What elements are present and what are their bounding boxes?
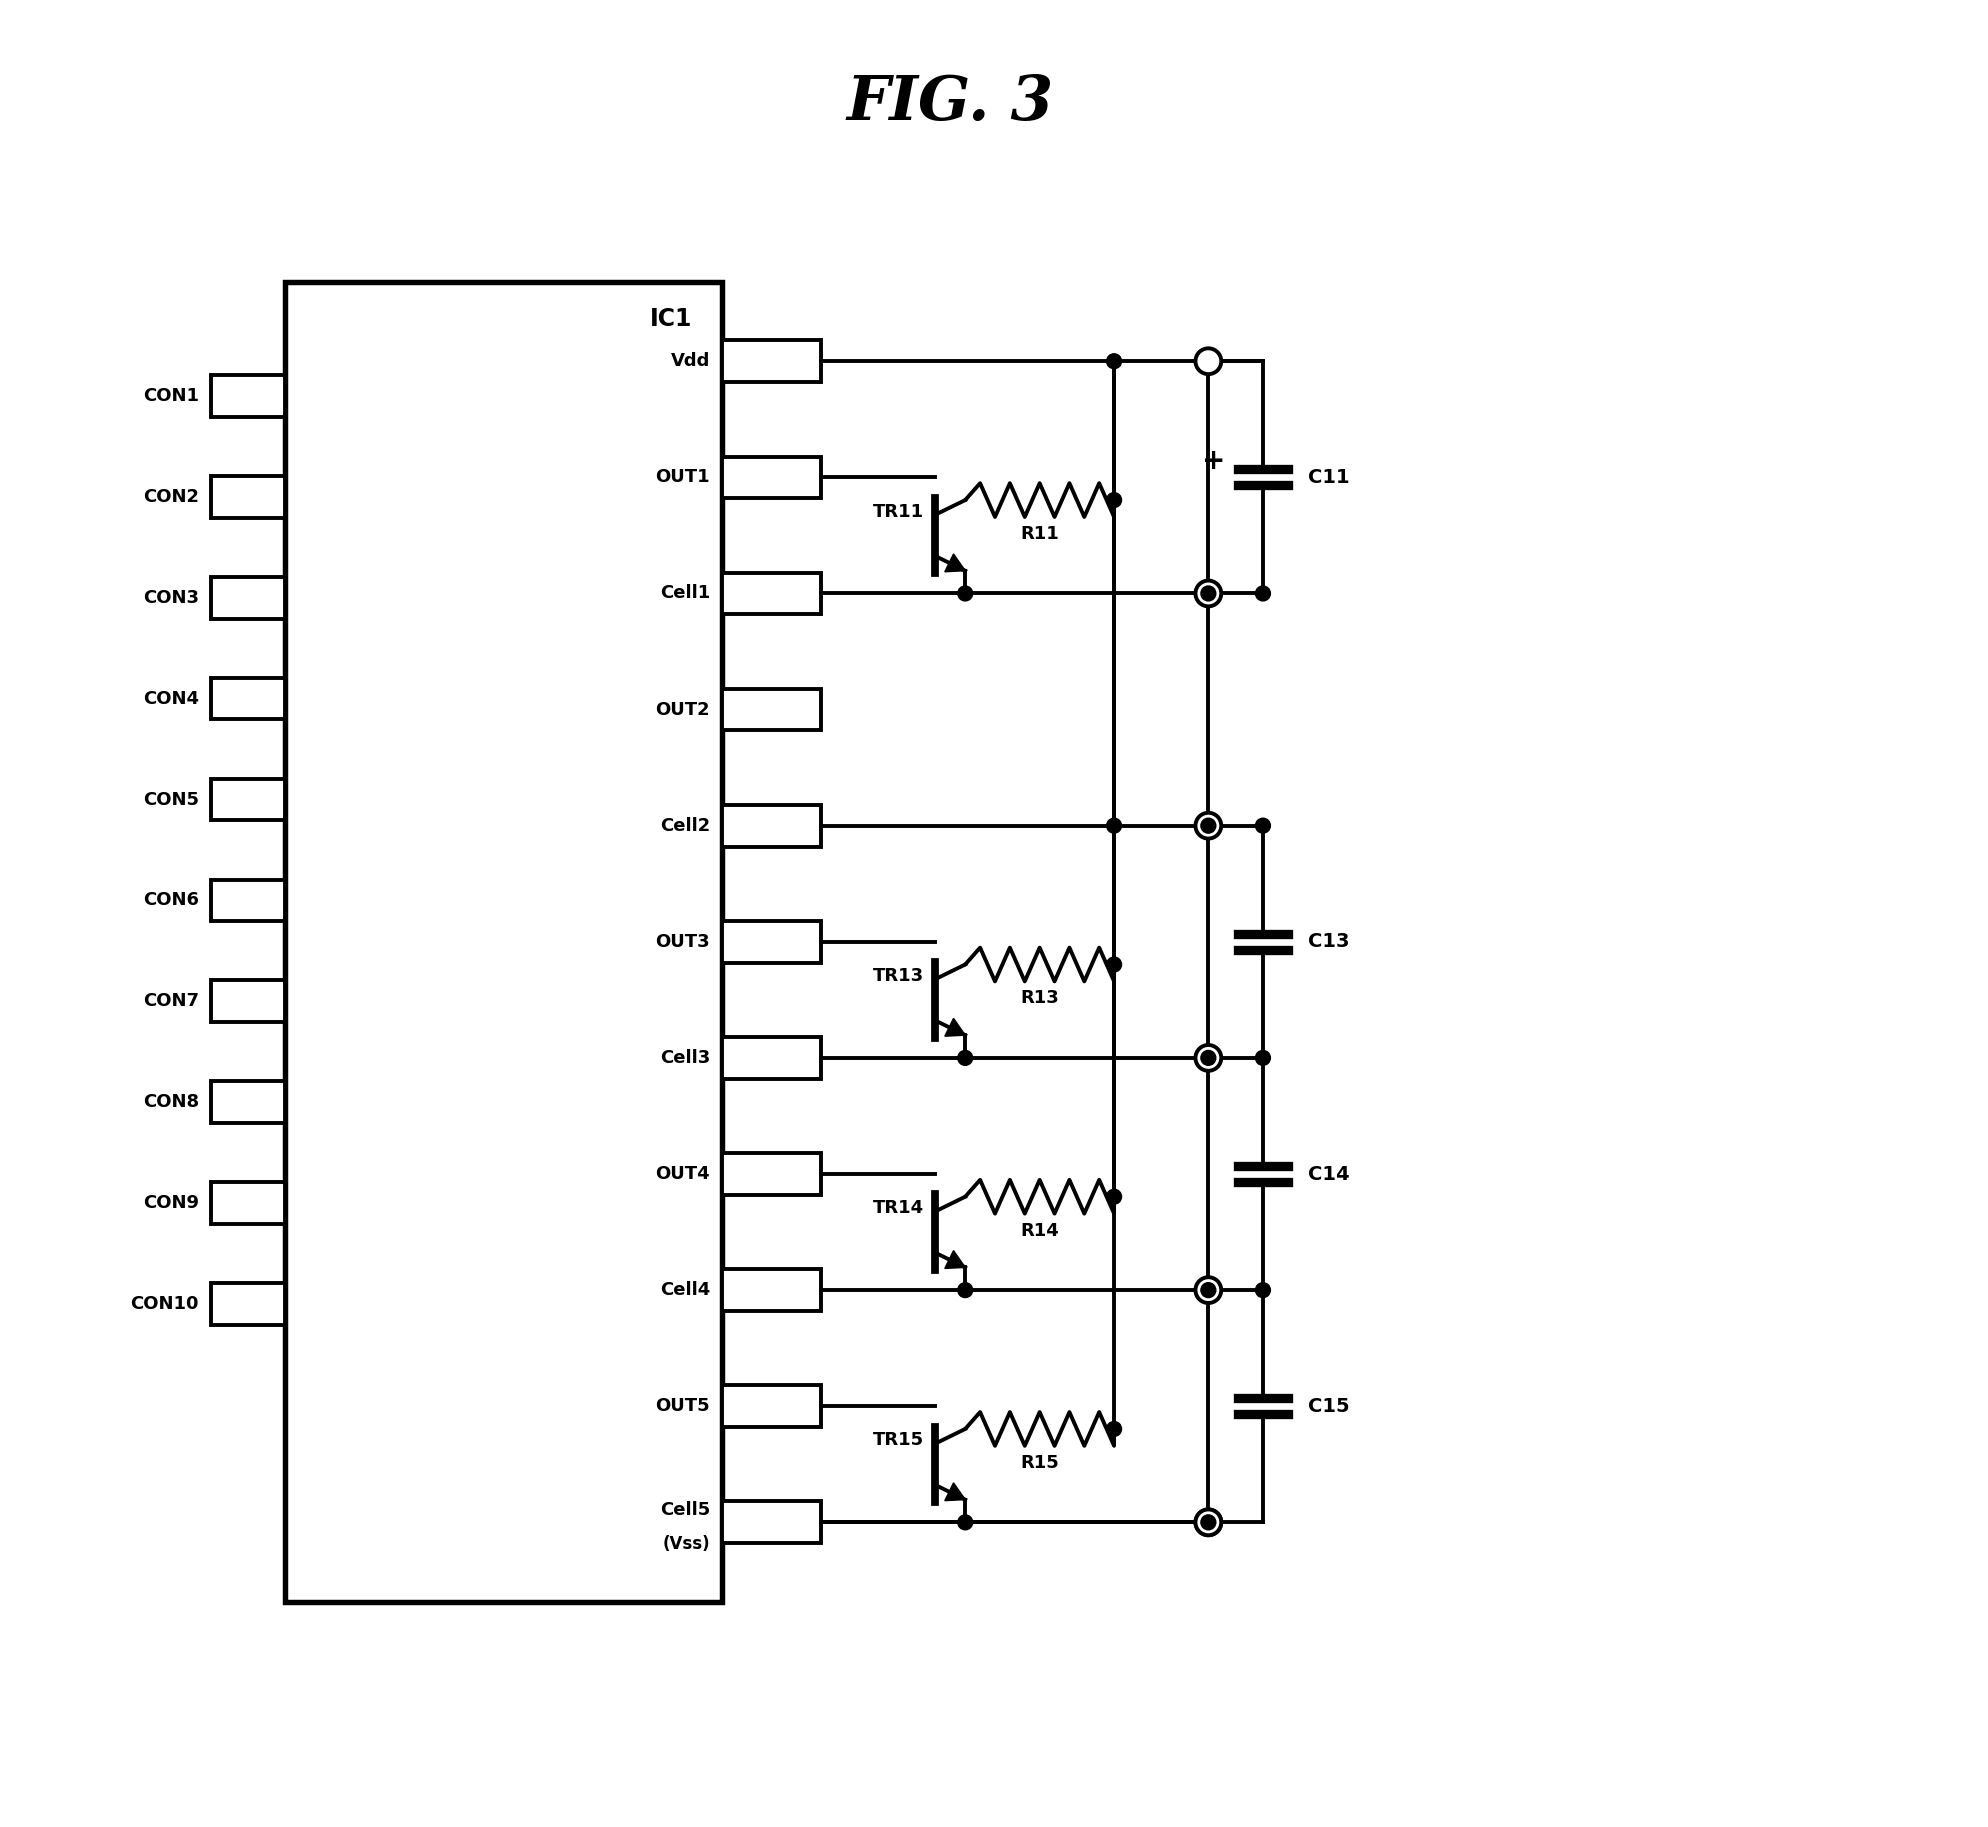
Bar — [211, 1182, 286, 1224]
Text: CON8: CON8 — [143, 1093, 199, 1111]
Bar — [722, 1385, 821, 1427]
Text: FIG. 3: FIG. 3 — [847, 73, 1054, 133]
Bar — [722, 1502, 821, 1544]
Circle shape — [1195, 1277, 1221, 1303]
Text: (Vss): (Vss) — [662, 1535, 710, 1553]
Circle shape — [1107, 957, 1121, 972]
Text: TR14: TR14 — [873, 1199, 924, 1217]
Bar — [211, 981, 286, 1021]
Bar — [211, 375, 286, 417]
Text: TR15: TR15 — [873, 1431, 924, 1449]
Bar — [722, 1270, 821, 1312]
Bar — [211, 477, 286, 517]
Polygon shape — [944, 1251, 966, 1268]
Circle shape — [1256, 1051, 1270, 1065]
Bar — [286, 281, 722, 1602]
Text: Cell5: Cell5 — [660, 1502, 710, 1520]
Text: TR13: TR13 — [873, 966, 924, 985]
Circle shape — [1107, 1189, 1121, 1204]
Bar — [211, 1082, 286, 1124]
Polygon shape — [944, 554, 966, 572]
Text: CON2: CON2 — [143, 488, 199, 506]
Circle shape — [1201, 1515, 1217, 1529]
Text: CON9: CON9 — [143, 1195, 199, 1211]
Text: OUT1: OUT1 — [656, 468, 710, 486]
Bar — [722, 1153, 821, 1195]
Bar — [211, 1283, 286, 1325]
Bar — [722, 340, 821, 382]
Text: C13: C13 — [1308, 932, 1350, 952]
Text: Vdd: Vdd — [670, 353, 710, 371]
Bar — [722, 689, 821, 731]
Bar — [722, 1038, 821, 1078]
Text: C14: C14 — [1308, 1164, 1350, 1184]
Bar — [211, 678, 286, 720]
Text: Cell2: Cell2 — [660, 817, 710, 835]
Text: CON5: CON5 — [143, 791, 199, 809]
Text: C11: C11 — [1308, 468, 1350, 486]
Text: Cell3: Cell3 — [660, 1049, 710, 1067]
Circle shape — [1195, 1509, 1221, 1535]
Text: +: + — [1201, 448, 1225, 475]
Circle shape — [958, 1283, 972, 1297]
Circle shape — [1256, 586, 1270, 601]
Text: IC1: IC1 — [650, 307, 692, 331]
Polygon shape — [944, 1018, 966, 1036]
Bar — [722, 572, 821, 614]
Text: CON1: CON1 — [143, 387, 199, 406]
Text: CON7: CON7 — [143, 992, 199, 1010]
Circle shape — [1201, 586, 1217, 601]
Polygon shape — [944, 1484, 966, 1500]
Circle shape — [958, 586, 972, 601]
Text: C15: C15 — [1308, 1396, 1350, 1416]
Text: OUT2: OUT2 — [656, 700, 710, 718]
Circle shape — [1107, 1421, 1121, 1436]
Bar — [211, 577, 286, 619]
Circle shape — [1195, 813, 1221, 839]
Text: CON10: CON10 — [131, 1295, 199, 1314]
Text: Cell1: Cell1 — [660, 585, 710, 603]
Circle shape — [1256, 1283, 1270, 1297]
Circle shape — [1195, 349, 1221, 375]
Circle shape — [1201, 818, 1217, 833]
Text: R13: R13 — [1020, 988, 1060, 1007]
Text: CON6: CON6 — [143, 892, 199, 910]
Circle shape — [1201, 1051, 1217, 1065]
Text: R11: R11 — [1020, 524, 1060, 543]
Circle shape — [1107, 493, 1121, 508]
Circle shape — [958, 1051, 972, 1065]
Text: OUT4: OUT4 — [656, 1166, 710, 1184]
Circle shape — [1195, 581, 1221, 607]
Text: R15: R15 — [1020, 1454, 1060, 1473]
Text: OUT5: OUT5 — [656, 1398, 710, 1416]
Bar — [722, 921, 821, 963]
Circle shape — [1195, 1509, 1221, 1535]
Bar — [722, 457, 821, 499]
Circle shape — [1256, 818, 1270, 833]
Circle shape — [1107, 818, 1121, 833]
Text: OUT3: OUT3 — [656, 934, 710, 950]
Bar — [211, 879, 286, 921]
Text: TR11: TR11 — [873, 502, 924, 521]
Text: CON3: CON3 — [143, 588, 199, 607]
Circle shape — [1195, 1045, 1221, 1071]
Circle shape — [958, 1515, 972, 1529]
Text: R14: R14 — [1020, 1222, 1060, 1239]
Bar — [211, 778, 286, 820]
Circle shape — [1107, 354, 1121, 369]
Circle shape — [1201, 1283, 1217, 1297]
Bar — [722, 806, 821, 846]
Text: CON4: CON4 — [143, 689, 199, 707]
Text: Cell4: Cell4 — [660, 1281, 710, 1299]
